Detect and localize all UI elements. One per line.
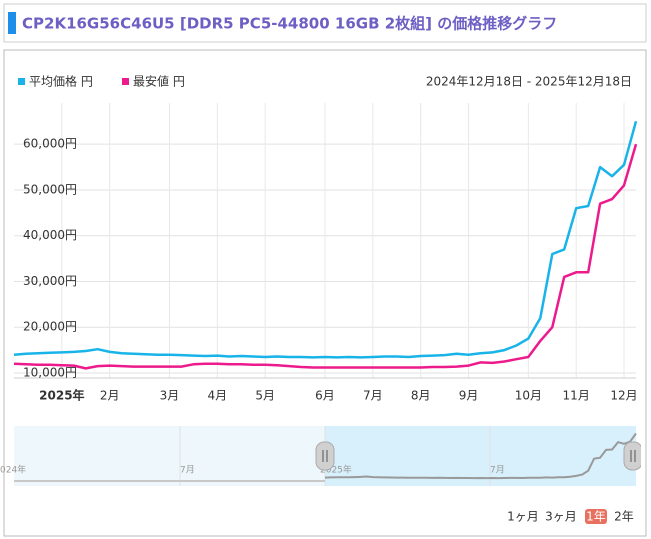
y-tick-label: 60,000円 [23,137,77,151]
x-tick-label: 11月 [563,389,590,403]
navigator-selection [325,426,636,486]
range-button[interactable]: 1ヶ月 [507,510,539,524]
x-tick-label: 3月 [160,389,180,403]
y-tick-label: 10,000円 [23,365,77,379]
range-button[interactable]: 3ヶ月 [545,510,577,524]
x-tick-label: 2025年 [39,388,84,403]
y-tick-label: 20,000円 [23,320,77,334]
title: CP2K16G56C46U5 [DDR5 PC5-44800 16GB 2枚組]… [22,15,557,33]
title-box [3,3,647,43]
navigator-label: 7月 [180,465,195,476]
navigator-label: 7月 [490,465,505,476]
navigator-label: 024年 [0,464,26,476]
range-button-bg [585,509,607,524]
price-line [13,143,638,370]
navigator-handle[interactable] [623,441,642,471]
x-tick-label: 2月 [100,389,120,403]
legend-label: 平均価格 円 [29,74,93,89]
y-tick-label: 40,000円 [23,228,77,242]
range-button[interactable]: 2年 [614,510,634,524]
y-tick-label: 30,000円 [23,274,77,288]
x-tick-label: 9月 [459,389,479,403]
title-bar [8,12,16,34]
x-tick-label: 4月 [208,389,228,403]
price-line [13,120,638,359]
legend-marker [18,78,25,85]
navigator-line [324,432,637,480]
x-tick-label: 8月 [411,389,431,403]
date-range: 2024年12月18日 - 2025年12月18日 [426,75,632,89]
handle-body [315,441,335,471]
x-tick-label: 6月 [315,389,335,403]
legend-marker [122,78,129,85]
x-tick-label: 10月 [515,389,542,403]
legend-label: 最安値 円 [133,74,185,89]
y-tick-label: 50,000円 [23,182,77,196]
handle-body [623,441,641,471]
range-button[interactable]: 1年 [586,510,606,524]
x-tick-label: 7月 [363,389,383,403]
x-tick-label: 12月 [610,389,637,403]
navigator-handle[interactable] [315,441,335,471]
x-tick-label: 5月 [255,389,275,403]
